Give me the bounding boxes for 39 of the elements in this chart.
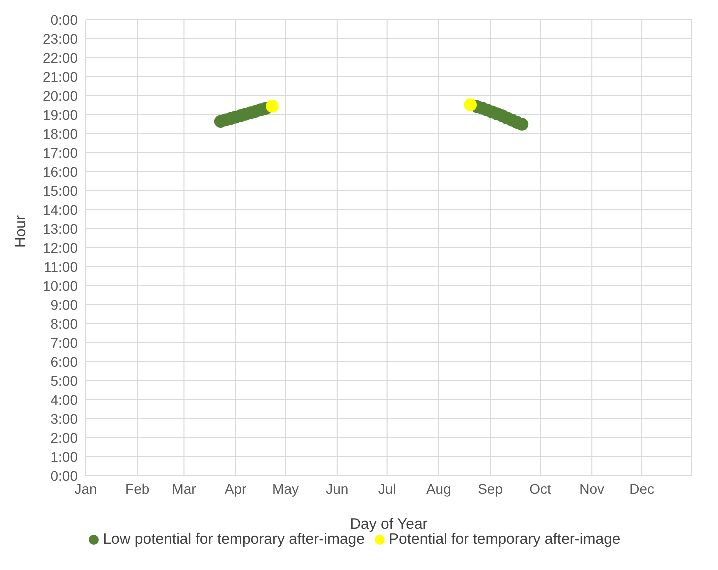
y-tick-label: 23:00 [42,30,78,47]
x-tick-label: May [272,480,300,497]
x-tick-label: Feb [126,480,150,497]
x-tick-label: Nov [580,480,605,497]
legend-label: Low potential for temporary after-image [103,531,365,548]
y-tick-label: 10:00 [42,278,78,294]
y-tick-label: 12:00 [42,240,78,256]
legend-label: Potential for temporary after-image [389,531,621,548]
x-axis-title: Day of Year [350,516,428,533]
x-tick-label: Oct [530,480,552,497]
x-tick-label: Dec [630,480,655,497]
y-tick-label: 8:00 [50,316,78,332]
y-tick-label: 9:00 [50,296,78,313]
y-tick-label: 4:00 [50,392,78,408]
y-tick-label: 22:00 [42,50,78,66]
y-tick-label: 18:00 [42,126,78,142]
y-tick-label: 15:00 [42,182,78,199]
y-tick-label: 3:00 [50,410,78,427]
y-tick-label: 19:00 [42,106,78,123]
x-tick-label: Aug [426,480,452,497]
y-tick-label: 0:00 [50,12,78,28]
x-tick-label: Mar [172,480,197,497]
y-tick-label: 13:00 [42,220,78,237]
y-tick-label: 7:00 [50,334,78,351]
y-tick-label: 20:00 [42,88,78,104]
y-tick-label: 6:00 [50,354,78,370]
x-tick-label: Jul [378,480,396,497]
y-tick-label: 1:00 [50,448,78,465]
x-tick-label: Apr [224,480,248,497]
y-tick-label: 11:00 [44,258,78,275]
y-tick-label: 17:00 [42,144,78,161]
y-tick-label: 21:00 [42,68,78,85]
x-tick-label: Sep [478,480,504,497]
y-tick-label: 16:00 [42,164,78,180]
y-tick-label: 14:00 [42,202,78,218]
y-tick-label: 2:00 [50,430,78,446]
y-axis-title: Hour [12,215,30,248]
y-tick-label: 5:00 [50,372,78,389]
x-tick-label: Jun [326,480,349,497]
